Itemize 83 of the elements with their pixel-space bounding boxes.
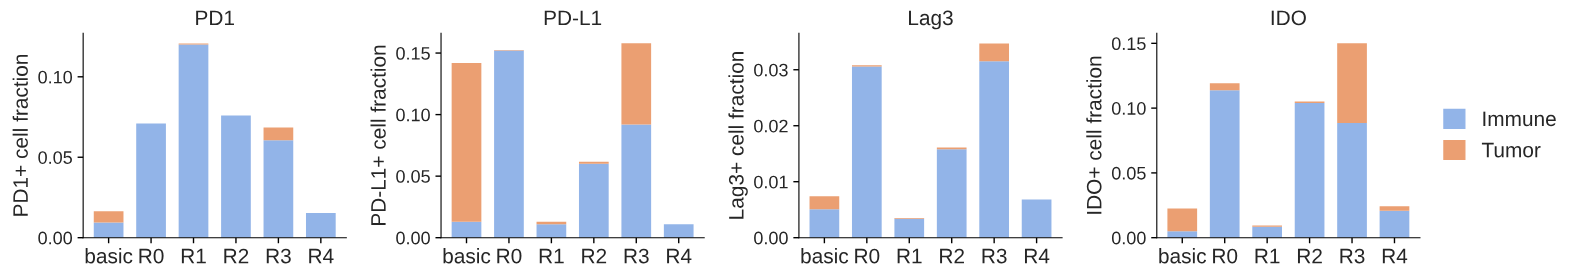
y-axis-title: IDO+ cell fraction [1086, 56, 1102, 214]
bar [1294, 103, 1325, 238]
bar [851, 66, 882, 238]
bar [809, 196, 840, 210]
bar [1167, 231, 1198, 238]
chart-title: Lag3 [909, 10, 953, 30]
x-tick-label: R1 [897, 248, 922, 264]
x-tick-label: R0 [855, 248, 880, 264]
bar [263, 140, 294, 238]
y-tick-label: 0.05 [38, 151, 72, 164]
bar [936, 149, 967, 238]
bar [1209, 83, 1240, 91]
x-tick-label: R1 [181, 248, 206, 264]
y-tick-label: 0.00 [396, 231, 430, 245]
chart-title: PD1 [196, 10, 234, 26]
x-tick-label: R4 [1024, 248, 1050, 264]
bar [494, 50, 524, 238]
y-tick-label: 0.15 [1111, 37, 1146, 51]
y-tick-label: 0.01 [754, 175, 788, 189]
bar [1379, 206, 1410, 211]
x-tick-label: R0 [497, 248, 522, 264]
y-tick-label: 0.10 [1111, 102, 1146, 115]
x-tick-label: R4 [309, 248, 334, 264]
bar [1252, 226, 1282, 238]
legend-label: Tumor [1481, 142, 1541, 158]
x-tick-label: R2 [1297, 248, 1322, 264]
bar [93, 211, 124, 223]
x-tick-label: basic [85, 248, 133, 264]
x-tick-label: basic [1159, 248, 1207, 264]
bar [93, 222, 124, 238]
bar [1337, 43, 1367, 124]
bar [451, 221, 482, 238]
bar [1167, 208, 1198, 232]
bar [451, 62, 482, 222]
x-tick-label: R3 [1340, 248, 1365, 264]
x-tick-label: R0 [139, 248, 164, 264]
y-axis-title: PD-L1+ cell fraction [370, 45, 386, 225]
bar [1021, 199, 1052, 238]
bar [536, 224, 567, 238]
bar [809, 209, 840, 238]
x-tick-label: R2 [224, 248, 249, 264]
bar [979, 43, 1010, 62]
bar [136, 123, 166, 238]
x-tick-label: R1 [539, 248, 564, 264]
y-tick-label: 0.15 [396, 46, 430, 60]
x-tick-label: R4 [667, 248, 692, 264]
x-tick-label: R2 [940, 248, 964, 264]
bar [894, 218, 925, 238]
y-tick-label: 0.10 [396, 108, 430, 122]
x-tick-label: R4 [1382, 248, 1408, 264]
y-tick-label: 0.00 [38, 231, 73, 245]
x-tick-label: R3 [624, 248, 649, 264]
y-tick-label: 0.00 [754, 231, 788, 245]
bar [621, 43, 652, 125]
bar [263, 127, 294, 141]
y-tick-label: 0.03 [754, 63, 788, 77]
bar [305, 213, 336, 238]
bar [578, 163, 609, 238]
bar [979, 61, 1010, 238]
bar [178, 44, 209, 238]
chart-title: PD-L1 [544, 10, 602, 26]
x-tick-label: basic [801, 248, 849, 264]
bar [621, 124, 652, 238]
legend-label: Immune [1483, 111, 1556, 127]
x-tick-label: basic [443, 248, 491, 264]
y-axis-title: PD1+ cell fraction [12, 54, 28, 216]
y-tick-label: 0.05 [396, 170, 430, 183]
x-tick-label: R0 [1213, 248, 1238, 264]
bar [221, 115, 251, 238]
chart-title: IDO [1271, 10, 1306, 26]
x-tick-label: R3 [982, 248, 1007, 264]
y-tick-label: 0.10 [38, 70, 73, 84]
y-axis-title: Lag3+ cell fraction [728, 52, 748, 219]
bar [1209, 90, 1240, 238]
x-tick-label: R3 [266, 248, 291, 264]
bar [663, 224, 694, 238]
bar [1337, 123, 1367, 238]
y-tick-label: 0.02 [754, 119, 788, 133]
bar [1379, 210, 1410, 238]
y-tick-label: 0.05 [1111, 166, 1146, 180]
x-tick-label: R2 [582, 248, 607, 264]
x-tick-label: R1 [1255, 248, 1280, 264]
y-tick-label: 0.00 [1111, 231, 1146, 245]
